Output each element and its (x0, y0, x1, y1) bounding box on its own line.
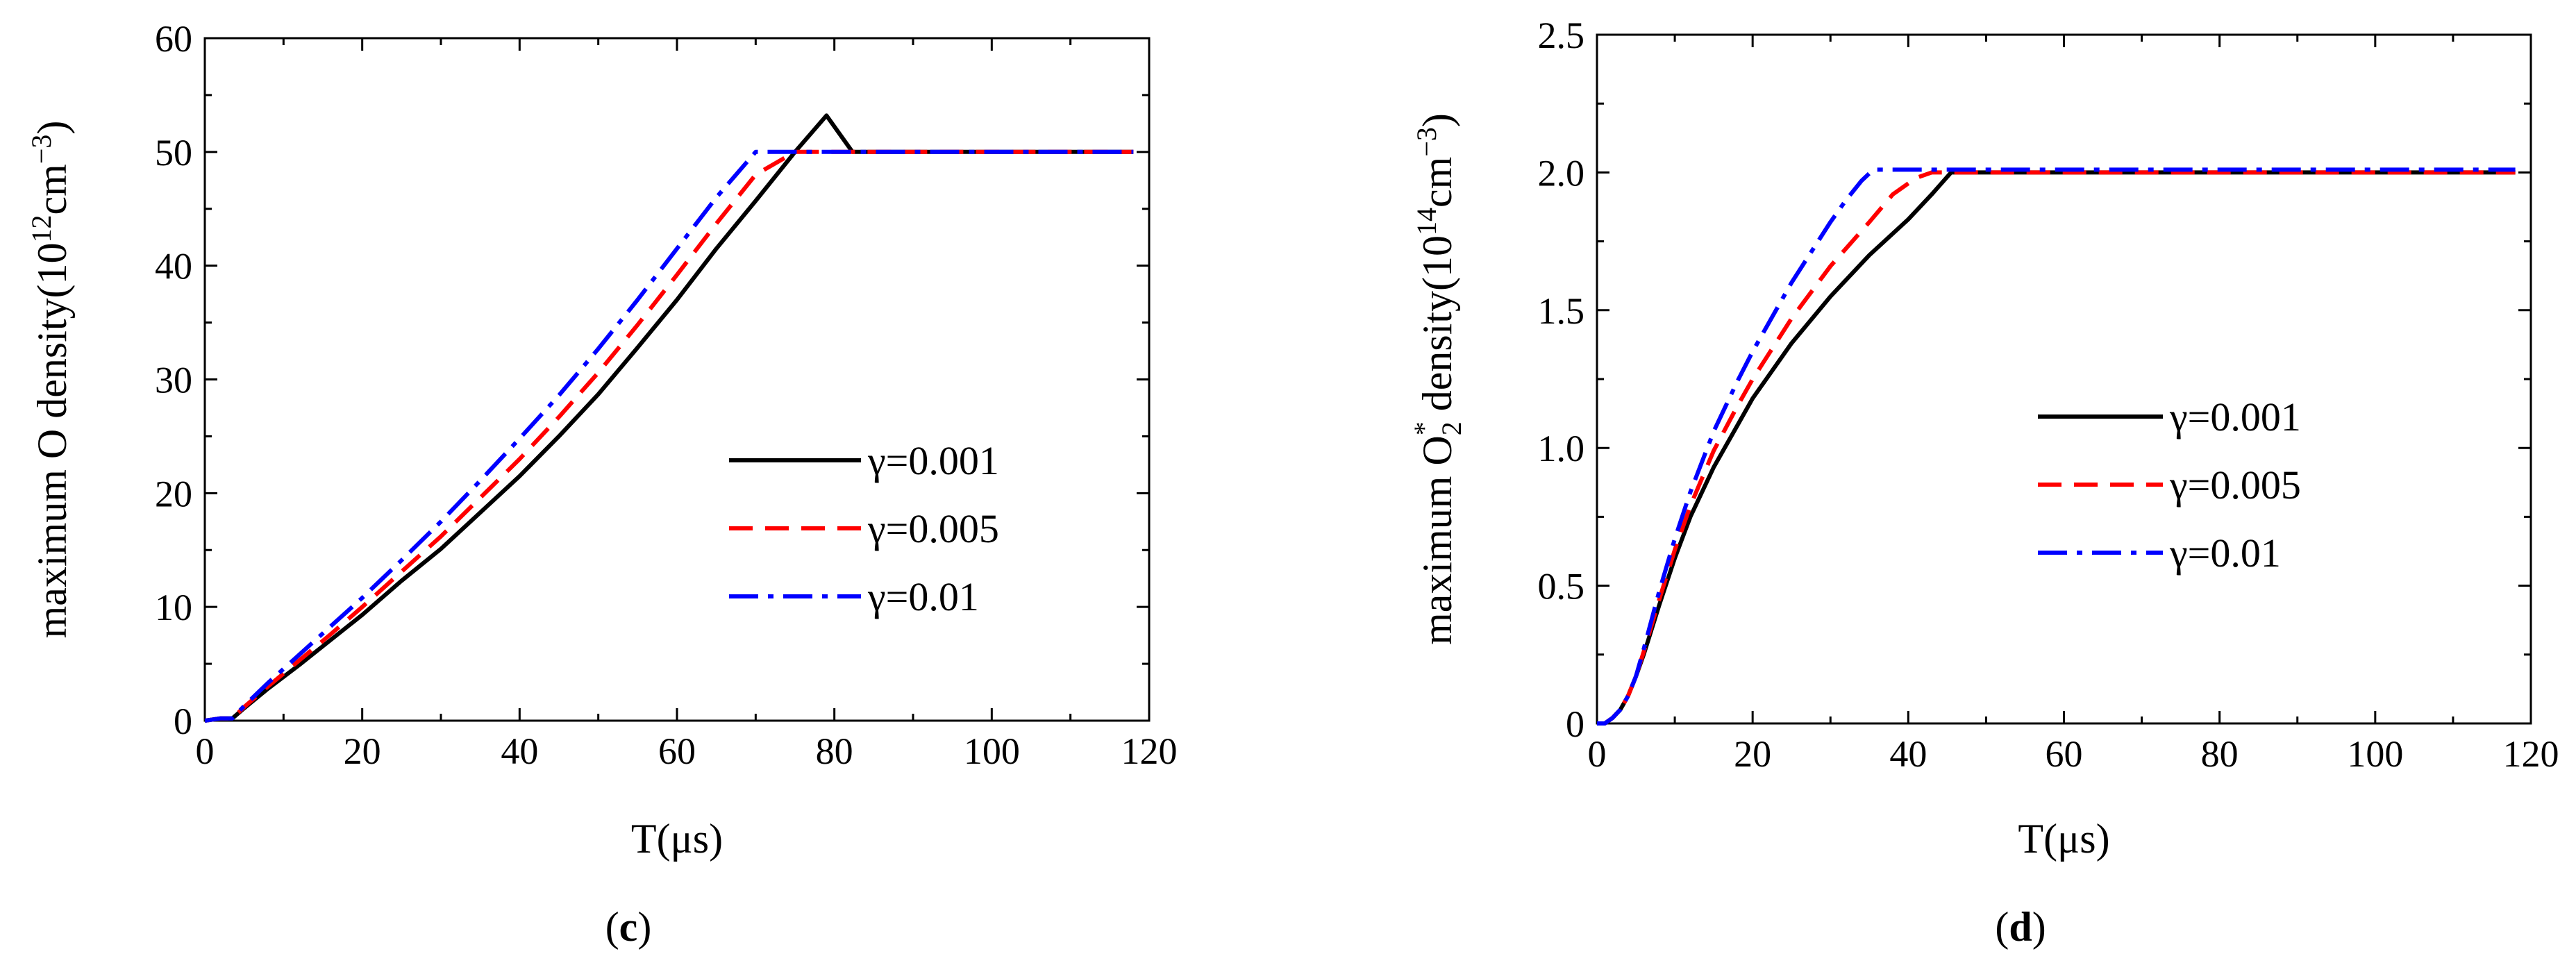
y-tick-label: 60 (155, 18, 192, 60)
y-tick-label: 10 (155, 587, 192, 628)
text-part: ) (1414, 113, 1460, 127)
series-line-0 (1597, 170, 2516, 726)
x-tick-label: 0 (196, 730, 215, 772)
x-axis-title: T(μs) (2018, 816, 2109, 862)
x-tick-label: 100 (2347, 733, 2403, 775)
y-tick-label: 0 (174, 701, 192, 742)
plot-frame (203, 37, 1151, 722)
text-part: d (2009, 904, 2032, 950)
y-axis-title: maximum O2* density(1014cm−3) (1408, 113, 1467, 645)
series-line-0 (204, 113, 1134, 723)
text-part: 2 (1436, 421, 1467, 435)
text-part: ) (2032, 904, 2046, 950)
text-part: 12 (26, 215, 57, 242)
text-part: −3 (1411, 127, 1442, 157)
chart-panel-d: 0 20 40 60 80 100 120 0 0.5 1.0 1.5 2.0 2.5 T(μs) maxi… (1408, 15, 2559, 950)
x-tick-label: 40 (501, 730, 538, 772)
y-axis-title: maximum O density(1012cm−3) (26, 121, 75, 639)
x-tick-label: 20 (1734, 733, 1771, 775)
y-tick-label: 40 (155, 246, 192, 287)
x-tick-label: 20 (344, 730, 381, 772)
y-tick-label: 20 (155, 473, 192, 514)
x-tick-label: 120 (1121, 730, 1178, 772)
series-line-1 (204, 149, 1134, 723)
x-axis-title: T(μs) (631, 816, 723, 862)
text-part: −3 (26, 135, 57, 165)
text-part: ( (605, 904, 619, 950)
text-part: maximum O (1414, 435, 1460, 645)
chart-panel-c: 0 20 40 60 80 100 120 0 10 20 30 40 50 60 T(μs) maximum… (26, 18, 1178, 950)
y-tick-label: 2.0 (1538, 152, 1585, 194)
x-tick-label: 120 (2503, 733, 2559, 775)
text-part: cm (1414, 157, 1460, 208)
legend-label: γ=0.001 (867, 438, 999, 483)
text-part: density(10 (1414, 235, 1460, 421)
series-line-1 (1597, 170, 2516, 726)
text-part: * (1408, 421, 1439, 435)
text-part: ( (1995, 904, 2009, 950)
series-line-2 (1597, 167, 2516, 726)
x-tick-label: 100 (964, 730, 1020, 772)
x-tick-label: 80 (816, 730, 853, 772)
y-tick-label: 1.5 (1538, 290, 1585, 332)
text-part: ) (637, 904, 651, 950)
x-tick-label: 80 (2201, 733, 2239, 775)
x-tick-label: 40 (1889, 733, 1927, 775)
legend-label: γ=0.005 (2169, 462, 2301, 508)
x-tick-label: 60 (658, 730, 696, 772)
text-part: maximum O density(10 (29, 242, 75, 638)
y-tick-label: 0 (1566, 703, 1584, 745)
series-line-2 (204, 149, 1134, 723)
legend-label: γ=0.01 (867, 574, 979, 619)
y-tick-label: 0.5 (1538, 566, 1585, 608)
legend-label: γ=0.001 (2169, 394, 2301, 439)
y-tick-label: 2.5 (1538, 15, 1585, 56)
x-tick-label: 60 (2046, 733, 2083, 775)
y-tick-label: 30 (155, 360, 192, 401)
legend-label: γ=0.01 (2169, 530, 2281, 576)
legend-label: γ=0.005 (867, 506, 999, 551)
text-part: c (619, 904, 638, 950)
text-part: 14 (1411, 208, 1442, 235)
y-tick-label: 1.0 (1538, 428, 1585, 469)
text-part: ) (29, 121, 75, 135)
x-tick-label: 0 (1588, 733, 1607, 775)
y-tick-label: 50 (155, 132, 192, 174)
panel-label: (c) (605, 904, 652, 950)
panel-label: (d) (1995, 904, 2046, 950)
text-part: cm (29, 164, 75, 215)
